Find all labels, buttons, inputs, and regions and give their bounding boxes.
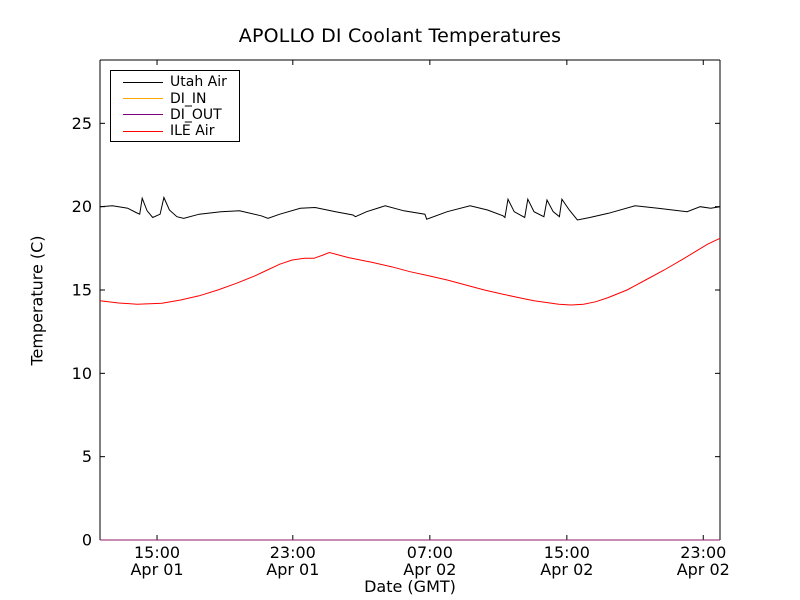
legend-item: Utah Air [111,74,239,90]
x-tick-date: Apr 01 [130,560,183,579]
legend-item: DI_IN [111,90,239,107]
x-tick-date: Apr 02 [540,560,593,579]
legend-label: DI_IN [170,90,207,107]
x-tick-time: 23:00 [680,543,726,562]
legend-item: DI_OUT [111,107,239,123]
y-tick-label: 10 [72,364,92,383]
y-tick-label: 5 [82,447,92,466]
x-tick-time: 23:00 [270,543,316,562]
y-tick-label: 20 [72,197,92,216]
legend-label: DI_OUT [170,106,222,123]
legend-line-sample [123,130,163,132]
x-tick-date: Apr 02 [403,560,456,579]
legend-line-sample [123,114,163,116]
x-tick-date: Apr 01 [266,560,319,579]
chart-title: APOLLO DI Coolant Temperatures [238,25,562,47]
legend-label: Utah Air [170,74,227,91]
series-utah-air [99,195,721,221]
x-tick-time: 15:00 [544,543,590,562]
y-tick-label: 15 [72,281,92,300]
legend-label: ILE Air [170,123,215,140]
legend-box: Utah Air DI_IN DI_OUT ILE Air [110,70,240,142]
x-tick-time: 07:00 [407,543,453,562]
x-axis-label: Date (GMT) [364,577,456,596]
x-tick-time: 15:00 [134,543,180,562]
y-tick-label: 0 [82,531,92,550]
legend-line-sample [123,98,163,100]
x-tick-date: Apr 02 [677,560,730,579]
y-tick-label: 25 [72,114,92,133]
legend-item: ILE Air [111,123,239,139]
legend-line-sample [123,81,163,83]
series-ile-air [99,237,721,306]
